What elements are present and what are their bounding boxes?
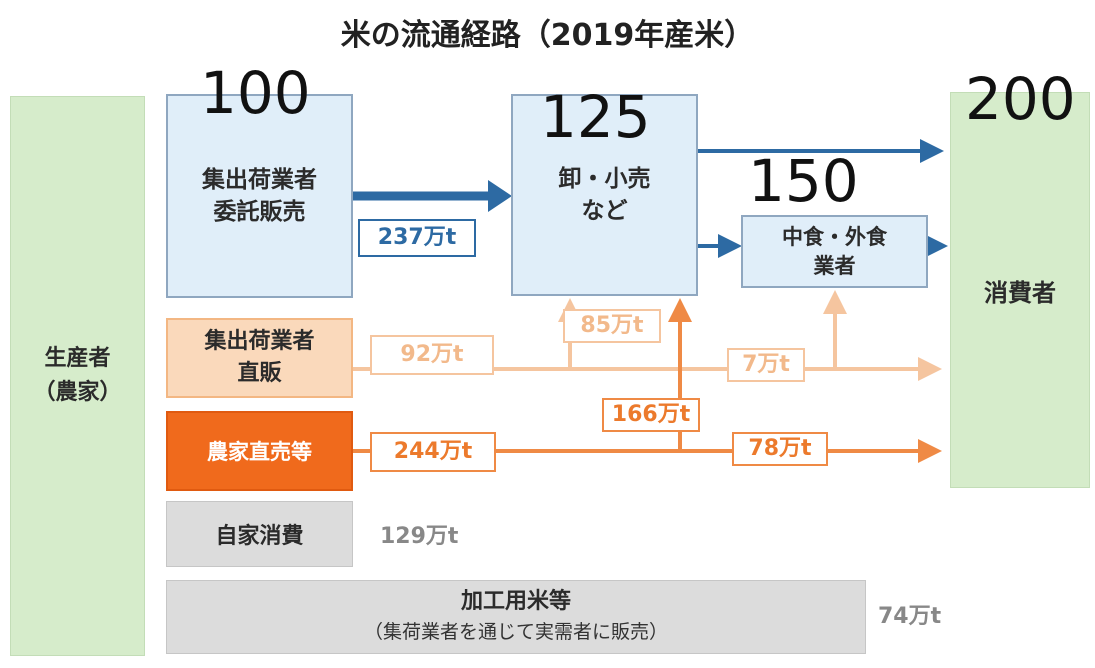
producer-label: 生産者 — [44, 346, 111, 371]
arrowhead-consignment — [488, 180, 512, 212]
food-service-box: 中食・外食 業者 — [741, 215, 928, 288]
self-consumption-box: 自家消費 — [166, 501, 353, 567]
consumer-box: 消費者 — [950, 92, 1090, 488]
dealer-direct-sublabel: 直販 — [237, 361, 282, 386]
overlay-number-125: 125 — [540, 83, 651, 151]
self-consumption-label: 自家消費 — [215, 524, 304, 549]
flow-label-consignment: 237万t — [358, 219, 476, 257]
flow-label-dealer-direct: 92万t — [370, 335, 494, 375]
consignment-box: 集出荷業者 委託販売 — [166, 94, 353, 298]
flow-label-self-consumption: 129万t — [380, 524, 459, 549]
flow-label-farmer-direct: 244万t — [370, 432, 496, 472]
processing-label: 加工用米等 — [460, 589, 571, 614]
producer-box: 生産者 （農家） — [10, 96, 145, 656]
consumer-label: 消費者 — [984, 278, 1056, 307]
consignment-sublabel: 委託販売 — [213, 199, 306, 225]
processing-box: 加工用米等 （集荷業者を通じて実需者に販売） — [166, 580, 866, 654]
overlay-number-150: 150 — [748, 147, 859, 215]
farmer-direct-box: 農家直売等 — [166, 411, 353, 491]
flow-label-dealer-to-wholesale: 85万t — [563, 309, 661, 343]
flow-label-dealer-to-food: 7万t — [727, 348, 805, 382]
consignment-label: 集出荷業者 — [202, 167, 317, 193]
overlay-number-200: 200 — [965, 65, 1076, 133]
food-service-label: 中食・外食 — [782, 224, 887, 249]
overlay-number-100: 100 — [200, 59, 311, 127]
flow-label-farmer-to-wholesale: 166万t — [602, 398, 700, 432]
producer-sublabel: （農家） — [33, 380, 122, 405]
dealer-direct-box: 集出荷業者 直販 — [166, 318, 353, 398]
dealer-direct-label: 集出荷業者 — [204, 329, 315, 354]
processing-note: （集荷業者を通じて実需者に販売） — [363, 621, 668, 643]
flow-label-processing: 74万t — [878, 604, 942, 629]
wholesale-box: 卸・小売 など — [511, 94, 698, 296]
food-service-sublabel: 業者 — [813, 253, 856, 278]
farmer-direct-label: 農家直売等 — [207, 440, 312, 464]
wholesale-label: 卸・小売 — [558, 166, 651, 192]
flow-label-farmer-to-consumer: 78万t — [732, 432, 828, 466]
wholesale-sublabel: など — [581, 198, 628, 224]
diagram-title: 米の流通経路（2019年産米） — [340, 18, 755, 53]
